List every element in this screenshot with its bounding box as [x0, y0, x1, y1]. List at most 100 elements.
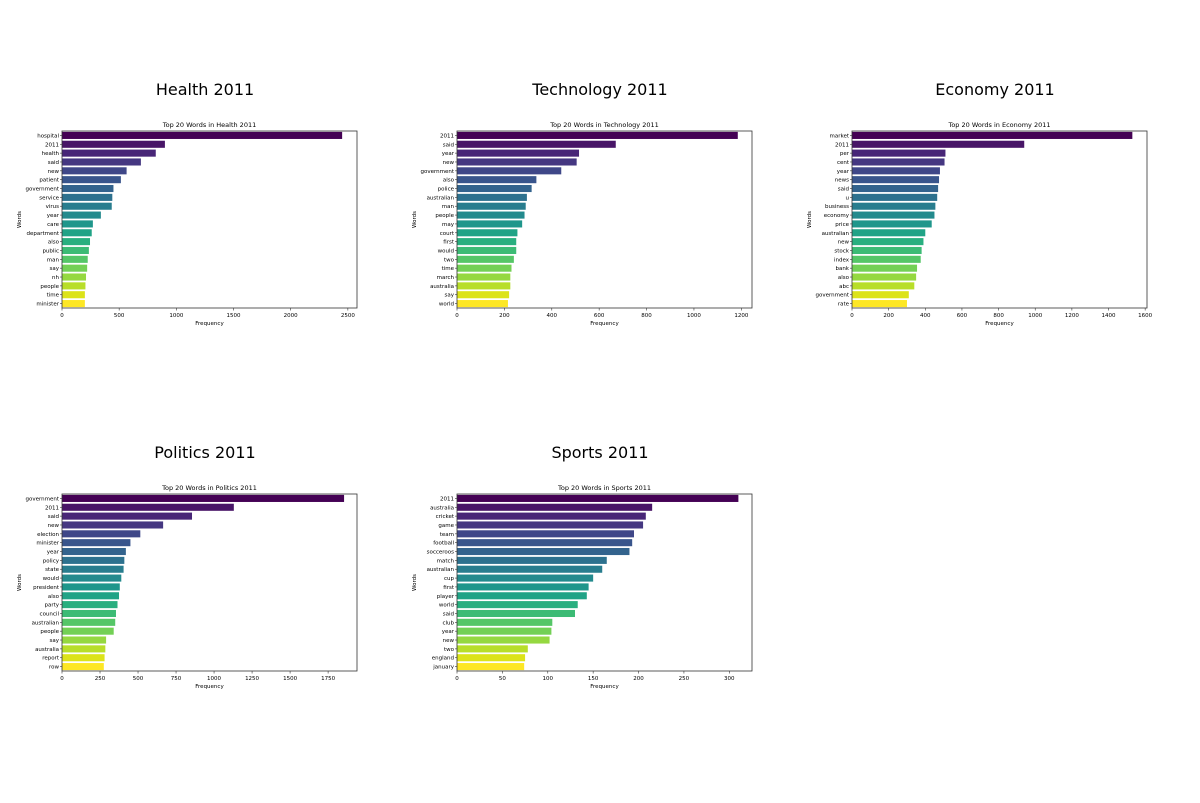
bar — [62, 547, 126, 556]
x-tick-label: 200 — [883, 313, 894, 319]
bar — [457, 601, 578, 609]
y-tick-label: party — [44, 603, 59, 609]
x-tick-label: 600 — [957, 313, 968, 319]
bar — [62, 654, 105, 662]
bar — [457, 291, 510, 299]
y-tick-label: people — [435, 213, 454, 219]
y-tick-label: minister — [36, 302, 59, 308]
x-tick-label: 1000 — [169, 313, 183, 319]
bar — [457, 158, 577, 166]
plot-frame — [851, 130, 1148, 309]
bar — [852, 131, 1133, 139]
y-tick-label: new — [443, 160, 455, 166]
bar — [62, 273, 87, 281]
bar — [852, 220, 932, 228]
x-tick-label: 2000 — [284, 313, 298, 319]
y-tick-label: time — [442, 266, 455, 272]
bar — [62, 229, 92, 237]
y-tick-label: new — [838, 240, 850, 246]
y-tick-label: 2011 — [45, 505, 59, 511]
panel-sports: Sports 2011 Top 20 Words in Sports 2011 2… — [410, 443, 790, 803]
bar-chart-technology: Top 20 Words in Technology 2011 2011 said y… — [412, 121, 753, 327]
panel-health: Health 2011 Top 20 Words in Health 2011 h… — [15, 80, 395, 440]
bar — [852, 282, 915, 290]
y-tick-label: australia — [430, 284, 454, 290]
bar — [852, 264, 918, 272]
y-tick-label: care — [47, 222, 60, 228]
bar — [457, 503, 653, 511]
bar — [457, 636, 550, 644]
bar-chart-politics: Top 20 Words in Politics 2011 government 2… — [17, 484, 358, 690]
y-tick-label: people — [40, 284, 59, 290]
bar — [457, 530, 634, 538]
bar — [62, 264, 88, 272]
bar — [457, 512, 646, 520]
x-tick-label: 1000 — [687, 313, 701, 319]
y-tick-label: business — [825, 204, 849, 210]
x-tick-label: 100 — [543, 676, 554, 682]
bar — [62, 193, 113, 201]
y-tick-label: court — [440, 231, 455, 237]
y-tick-label: virus — [46, 204, 60, 210]
x-tick-label: 200 — [499, 313, 510, 319]
y-tick-label: time — [47, 293, 60, 299]
y-tick-label: world — [439, 302, 454, 308]
bar — [62, 184, 114, 193]
y-tick-label: year — [47, 550, 60, 556]
x-tick-label: 600 — [594, 313, 605, 319]
bar — [457, 131, 738, 139]
y-tick-label: year — [442, 629, 455, 635]
bar — [62, 158, 141, 166]
y-tick-label: 2011 — [440, 133, 454, 139]
x-axis-label: Frequency — [590, 321, 619, 327]
y-tick-label: government — [815, 293, 849, 299]
y-tick-label: index — [834, 257, 850, 263]
bar — [457, 211, 525, 219]
bar — [62, 601, 118, 609]
x-tick-label: 250 — [95, 676, 106, 682]
y-tick-label: cup — [444, 576, 455, 582]
bar — [457, 202, 526, 210]
y-tick-label: team — [440, 532, 454, 538]
x-axis-label: Frequency — [590, 684, 619, 690]
y-tick-label: market — [829, 133, 849, 139]
x-tick-label: 0 — [60, 676, 64, 682]
x-tick-label: 750 — [171, 676, 182, 682]
x-tick-label: 150 — [588, 676, 599, 682]
y-tick-label: world — [439, 603, 454, 609]
plot-frame — [456, 130, 753, 309]
bar — [457, 282, 511, 290]
panel-politics: Politics 2011 Top 20 Words in Politics 2… — [15, 443, 395, 803]
y-tick-label: year — [47, 213, 60, 219]
x-tick-label: 0 — [455, 313, 459, 319]
bar — [457, 167, 562, 175]
bar — [852, 158, 945, 166]
x-axis-label: Frequency — [985, 321, 1014, 327]
x-tick-label: 0 — [60, 313, 64, 319]
bar — [457, 176, 537, 184]
bar — [457, 592, 587, 600]
y-tick-label: two — [444, 257, 455, 263]
y-tick-label: cent — [837, 160, 850, 166]
y-axis-label: Words — [412, 574, 418, 591]
panel-title: Health 2011 — [155, 80, 255, 99]
y-tick-label: president — [33, 585, 60, 591]
panel-title: Technology 2011 — [532, 80, 668, 99]
chart-title: Top 20 Words in Health 2011 — [162, 121, 256, 129]
bar — [457, 229, 518, 237]
y-tick-label: also — [48, 594, 60, 600]
y-tick-label: said — [443, 142, 454, 148]
bar — [852, 255, 921, 263]
y-tick-label: man — [47, 257, 60, 263]
y-tick-label: january — [432, 665, 455, 671]
bar — [62, 167, 127, 175]
x-tick-label: 1400 — [1102, 313, 1116, 319]
bar — [62, 140, 165, 148]
bar — [457, 645, 528, 653]
bar — [62, 255, 88, 263]
y-axis-label: Words — [17, 574, 23, 591]
bar — [62, 530, 141, 538]
y-tick-label: service — [39, 195, 59, 201]
bar — [852, 184, 939, 193]
x-tick-label: 400 — [920, 313, 931, 319]
